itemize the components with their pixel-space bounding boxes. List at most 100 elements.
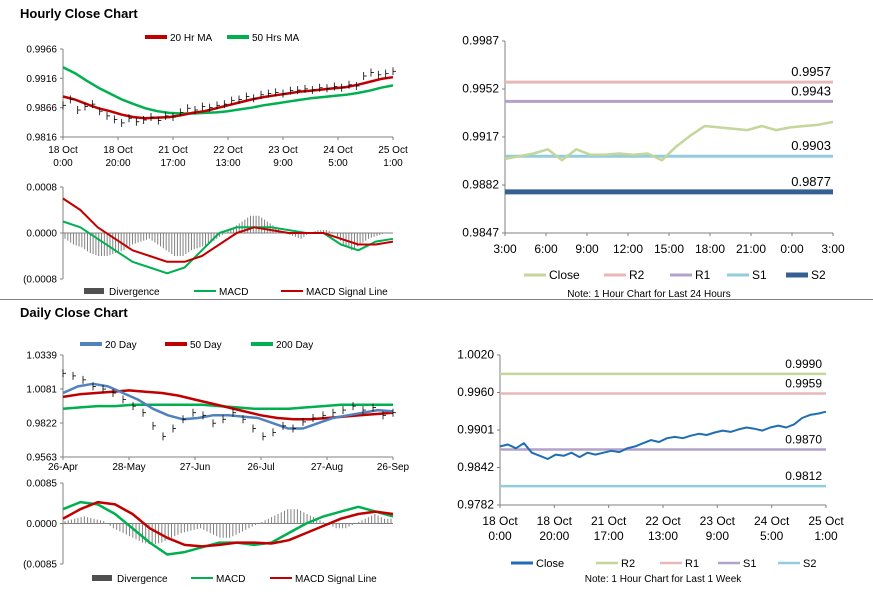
daily-price-x-tick: 27-Aug	[311, 462, 343, 473]
daily-section-title: Daily Close Chart	[20, 305, 128, 320]
daily-macd-y-tick: 0.0085	[26, 479, 57, 490]
hourly-pivot-y-tick: 0.9917	[462, 130, 499, 144]
daily-pivot-x-tick-date: 23 Oct	[700, 514, 736, 528]
hourly-pivot-r1-label: 0.9943	[791, 83, 831, 98]
hourly-price-20hr-line	[62, 75, 394, 120]
hourly-price-x-tick-date: 25 Oct	[378, 145, 408, 156]
daily-macd-macd-line	[62, 500, 394, 556]
hourly-pivot-x-tick: 0:00	[780, 242, 804, 256]
hourly-macd-divergence-legend-swatch	[84, 288, 104, 294]
daily-macd-divergence-legend-label: Divergence	[117, 574, 168, 585]
daily-price-y-tick: 0.9822	[26, 419, 57, 430]
daily-pivot-y-tick: 0.9782	[457, 498, 494, 512]
hourly-price-x-tick-time: 5:00	[328, 158, 348, 169]
section-divider	[0, 299, 873, 300]
hourly-pivot-r2-legend-label: R2	[629, 268, 645, 282]
daily-pivot-x-tick-time: 13:00	[648, 529, 678, 543]
daily-pivot-y-tick: 0.9960	[457, 385, 494, 399]
daily-price-y-tick: 1.0081	[26, 385, 57, 396]
hourly-pivot-x-tick: 21:00	[736, 242, 766, 256]
daily-pivot-r2-legend-label: R2	[621, 558, 635, 570]
hourly-pivot-note: Note: 1 Hour Chart for Last 24 Hours	[567, 289, 730, 300]
hourly-price-x-tick-date: 22 Oct	[213, 145, 243, 156]
hourly-price-x-tick-date: 18 Oct	[48, 145, 78, 156]
hourly-pivot-x-tick: 12:00	[613, 242, 643, 256]
hourly-price-x-tick-date: 21 Oct	[158, 145, 188, 156]
hourly-macd-macd-line	[62, 220, 394, 275]
daily-pivot-s2-legend-label: S2	[803, 558, 816, 570]
daily-pivot-close-legend-label: Close	[536, 558, 564, 570]
daily-price-50day-legend-label: 50 Day	[190, 340, 222, 351]
hourly-price-y-tick: 0.9916	[26, 74, 57, 85]
daily-macd-y-tick: (0.0085	[23, 560, 57, 571]
daily-price-x-tick: 26-Apr	[48, 462, 79, 473]
hourly-price-x-tick-time: 17:00	[160, 158, 185, 169]
hourly-price-x-tick-date: 23 Oct	[268, 145, 298, 156]
hourly-pivot-r2-label: 0.9957	[791, 64, 831, 79]
hourly-price-x-tick-time: 9:00	[273, 158, 293, 169]
daily-pivot-x-tick-time: 0:00	[488, 529, 512, 543]
daily-price-y-tick: 1.0339	[26, 351, 57, 362]
daily-macd-signal-line	[62, 500, 394, 548]
hourly-pivot-x-tick: 3:00	[821, 242, 845, 256]
hourly-pivot-s2-label: 0.9877	[791, 174, 831, 189]
hourly-price-x-tick-date: 18 Oct	[103, 145, 133, 156]
hourly-section-title: Hourly Close Chart	[20, 6, 138, 21]
daily-pivot-x-tick-date: 18 Oct	[537, 514, 573, 528]
hourly-macd-y-tick: 0.0008	[26, 183, 57, 194]
hourly-macd-divergence-legend-label: Divergence	[109, 287, 160, 298]
hourly-price-x-tick-time: 20:00	[105, 158, 130, 169]
hourly-price-y-tick: 0.9866	[26, 103, 57, 114]
daily-pivot-s1-label: 0.9870	[785, 433, 822, 447]
hourly-price-y-tick: 0.9816	[26, 133, 57, 144]
hourly-pivot-s2-legend-label: S2	[811, 268, 826, 282]
daily-pivot-x-tick-time: 1:00	[814, 529, 838, 543]
daily-pivot-y-tick: 0.9901	[457, 423, 494, 437]
daily-pivot-x-tick-date: 22 Oct	[645, 514, 681, 528]
daily-pivot-y-tick: 0.9842	[457, 460, 494, 474]
daily-pivot-x-tick-time: 20:00	[539, 529, 569, 543]
hourly-price-x-tick-time: 0:00	[53, 158, 73, 169]
hourly-price-x-tick-time: 1:00	[383, 158, 403, 169]
daily-pivot-x-tick-time: 5:00	[760, 529, 784, 543]
hourly-pivot-y-tick: 0.9882	[462, 178, 499, 192]
hourly-pivot-y-tick: 0.9847	[462, 226, 499, 240]
daily-pivot-close-line	[499, 410, 827, 460]
daily-pivot-x-tick-date: 21 Oct	[591, 514, 627, 528]
daily-price-x-tick: 28-May	[112, 462, 145, 473]
daily-price-y-tick: 0.9563	[26, 453, 57, 464]
daily-pivot-r1-label: 0.9959	[785, 376, 822, 390]
hourly-pivot-x-tick: 6:00	[534, 242, 558, 256]
hourly-pivot-y-tick: 0.9952	[462, 82, 499, 96]
daily-price-x-tick: 26-Sep	[377, 462, 410, 473]
daily-pivot-r1-legend-label: R1	[685, 558, 699, 570]
daily-pivot-x-tick-date: 24 Oct	[754, 514, 790, 528]
daily-pivot-note: Note: 1 Hour Chart for Last 1 Week	[585, 574, 743, 585]
daily-pivot-x-tick-time: 9:00	[706, 529, 730, 543]
hourly-macd-y-tick: (0.0008	[23, 275, 57, 286]
hourly-macd-y-tick: 0.0000	[26, 229, 57, 240]
hourly-price-x-tick-date: 24 Oct	[323, 145, 353, 156]
hourly-pivot-s1-label: 0.9903	[791, 138, 831, 153]
hourly-pivot-x-tick: 15:00	[654, 242, 684, 256]
daily-pivot-s1-legend-label: S1	[743, 558, 756, 570]
hourly-price-50hr-legend-label: 50 Hrs MA	[252, 33, 300, 44]
daily-pivot-x-tick-time: 17:00	[594, 529, 624, 543]
daily-macd-signal-legend-label: MACD Signal Line	[295, 574, 377, 585]
hourly-pivot-close-line	[504, 120, 834, 162]
daily-pivot-s2-label: 0.9812	[785, 469, 822, 483]
hourly-pivot-s1-legend-label: S1	[752, 268, 767, 282]
daily-macd-y-tick: 0.0000	[26, 519, 57, 530]
hourly-price-x-tick-time: 13:00	[215, 158, 240, 169]
daily-price-20day-legend-label: 20 Day	[105, 340, 137, 351]
hourly-macd-signal-legend-label: MACD Signal Line	[306, 287, 388, 298]
daily-macd-macd-legend-label: MACD	[216, 574, 245, 585]
daily-pivot-x-tick-date: 18 Oct	[482, 514, 518, 528]
daily-price-200day-legend-label: 200 Day	[276, 340, 313, 351]
hourly-pivot-x-tick: 9:00	[575, 242, 599, 256]
hourly-price-20hr-legend-label: 20 Hr MA	[170, 33, 213, 44]
hourly-price-y-tick: 0.9966	[26, 45, 57, 56]
hourly-pivot-x-tick: 3:00	[493, 242, 517, 256]
daily-macd-divergence-legend-swatch	[92, 575, 112, 581]
